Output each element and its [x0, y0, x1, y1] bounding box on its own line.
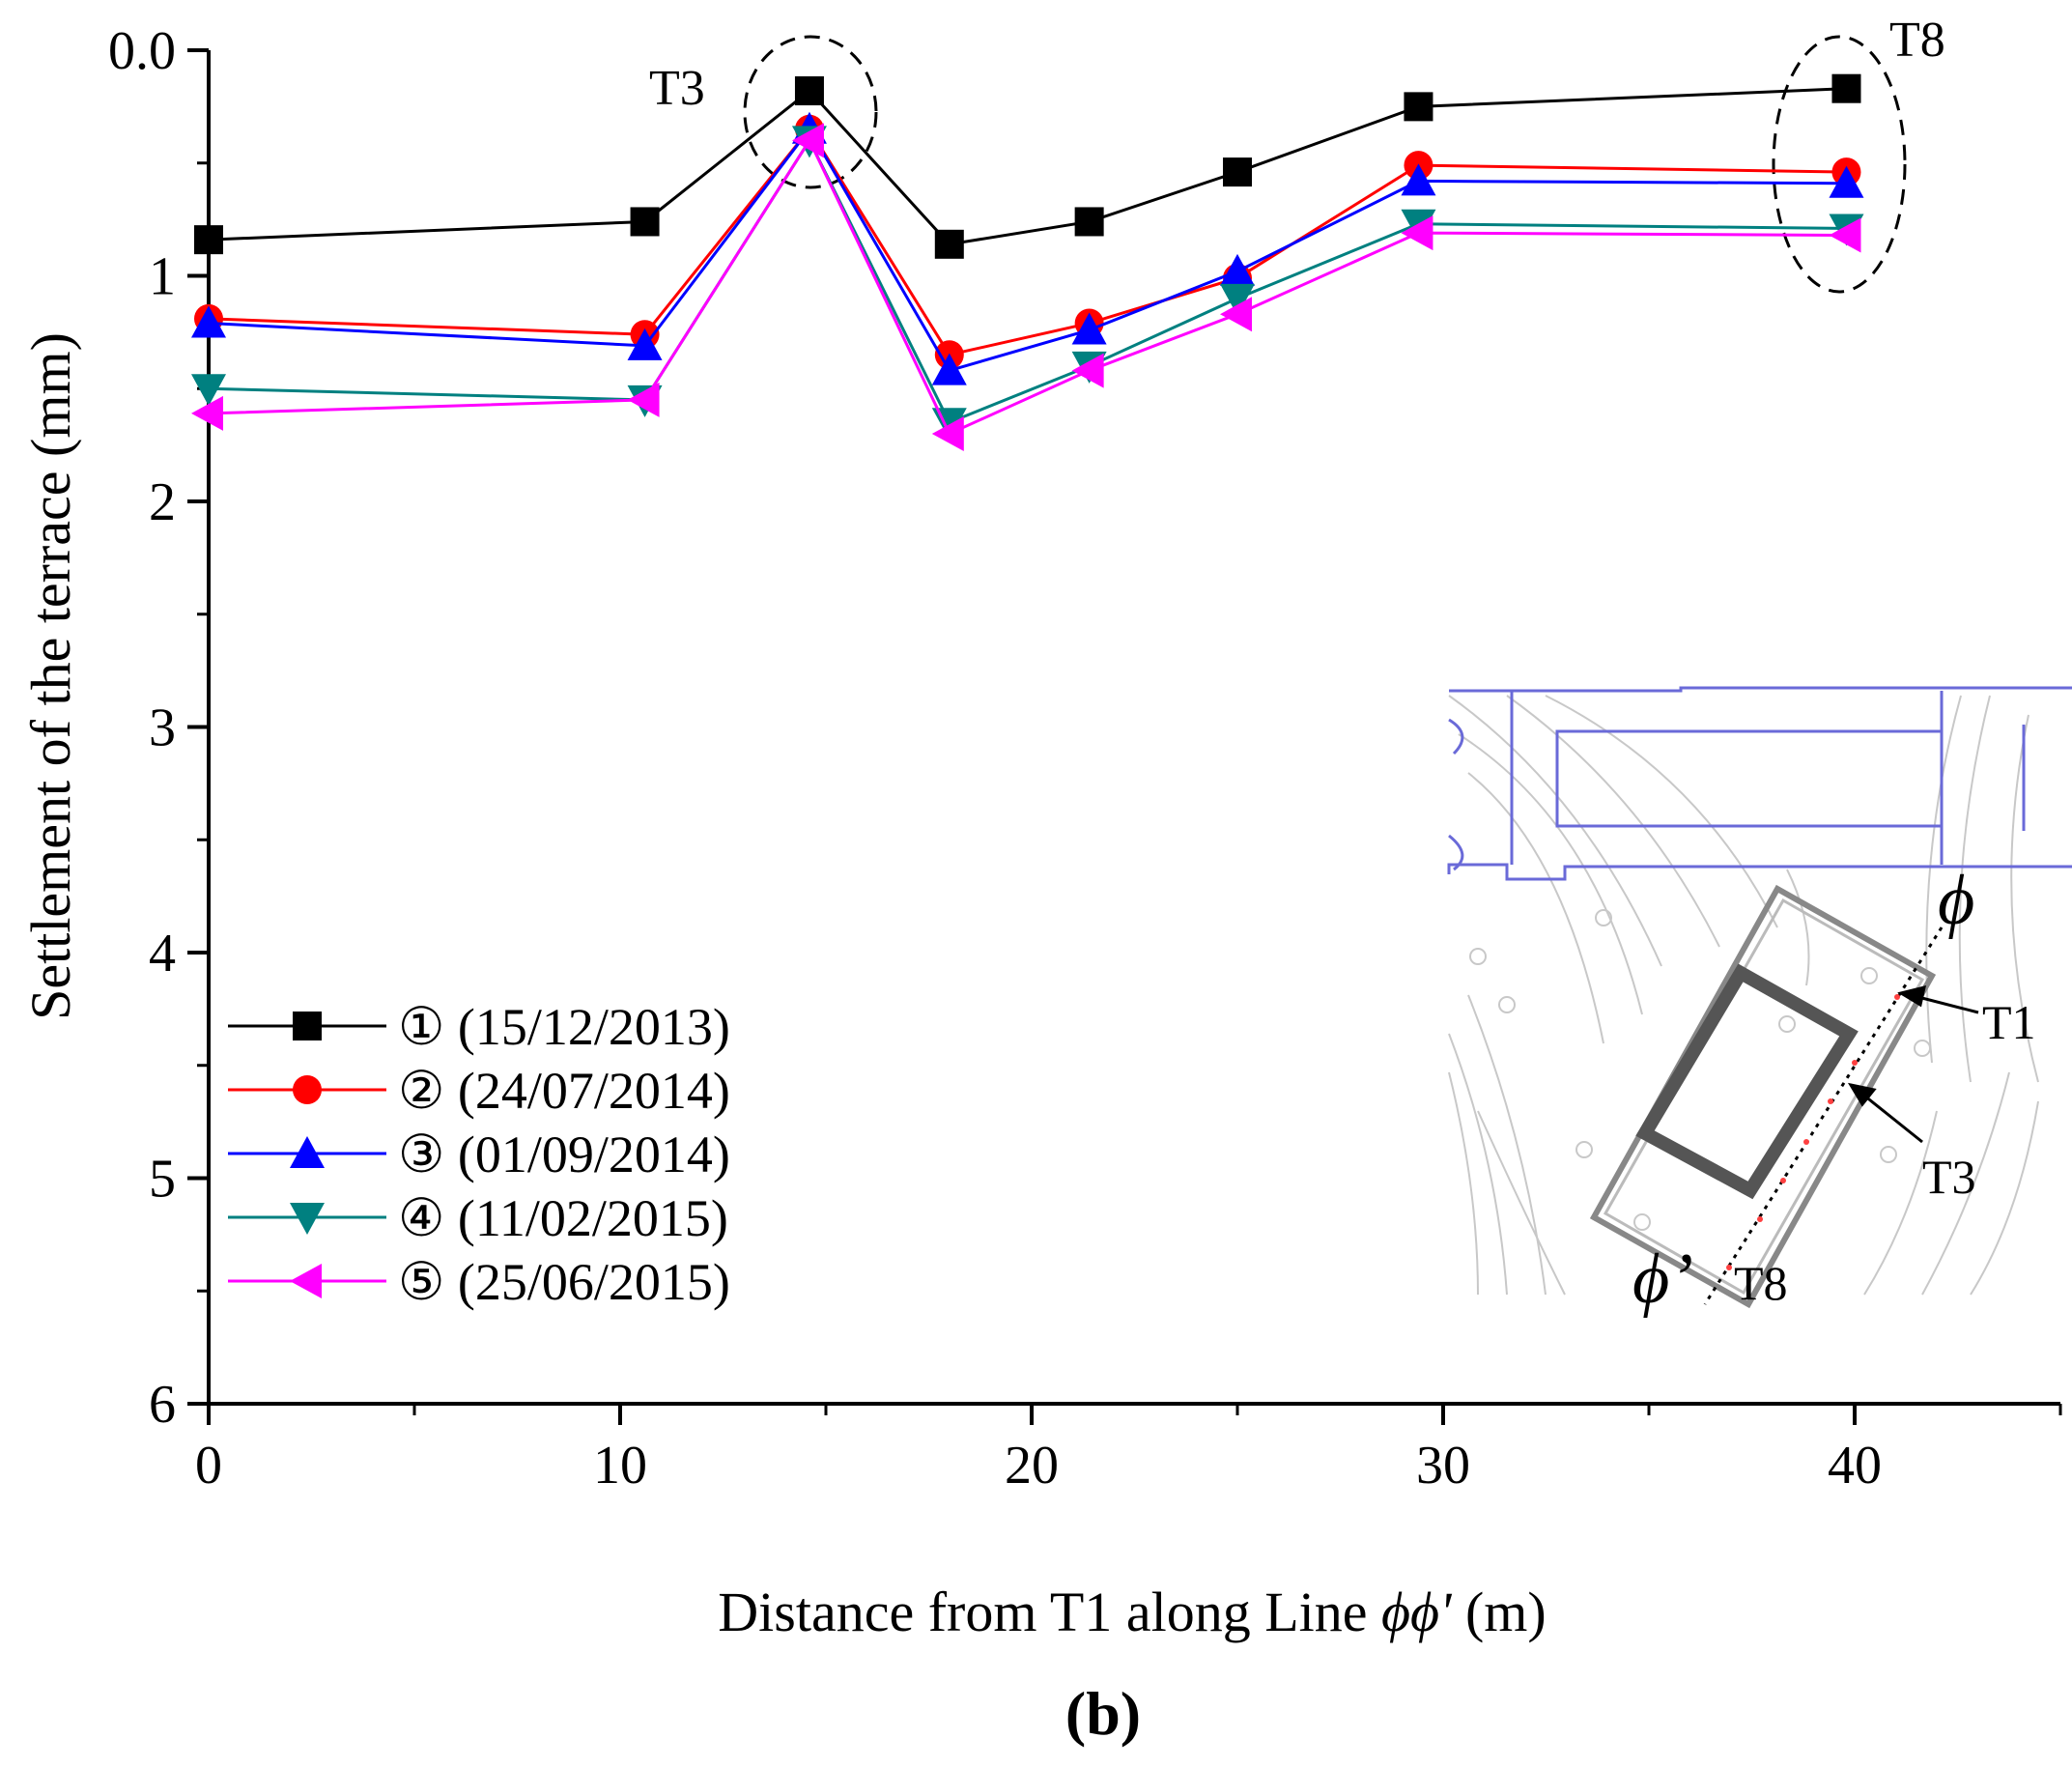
legend: ① (15/12/2013) ② (24/07/2014) ③ (01/09/201… [228, 998, 730, 1311]
y-tick-label-5: 5 [149, 1150, 176, 1210]
y-tick-label-4: 4 [149, 924, 176, 983]
legend-entry-4: ④ (11/02/2015) [228, 1189, 728, 1247]
series-5-point-8 [1829, 217, 1861, 253]
series-2-line [208, 127, 1847, 356]
legend-label-2: ② (24/07/2014) [398, 1062, 730, 1120]
series-5-point-4 [931, 415, 964, 451]
series-3-point-8 [1829, 165, 1864, 198]
inset-points [1726, 994, 1900, 1270]
series-1-point-4 [934, 229, 964, 259]
inset-terrace [1589, 884, 1937, 1309]
x-tick-label-10: 10 [593, 1436, 647, 1496]
series-layer [191, 73, 1864, 451]
series-3-point-6 [1220, 253, 1255, 286]
y-tick-label-1: 1 [149, 247, 176, 307]
x-tick-label-40: 40 [1828, 1436, 1882, 1496]
series-3-line [208, 127, 1847, 373]
annotation-t3: T3 [649, 61, 705, 116]
y-ticks: 0.0 1 2 3 4 5 6 [108, 21, 209, 1435]
legend-entry-2: ② (24/07/2014) [228, 1062, 730, 1120]
legend-label-1: ① (15/12/2013) [398, 998, 730, 1056]
series-2 [194, 114, 1861, 370]
legend-label-3: ③ (01/09/2014) [398, 1126, 730, 1183]
legend-entry-3: ③ (01/09/2014) [228, 1126, 730, 1183]
inset-phi-bottom: ϕ’ [1632, 1240, 1693, 1319]
legend-entry-5: ⑤ (25/06/2015) [228, 1253, 730, 1311]
series-5-point-7 [1401, 215, 1433, 251]
legend-marker-2 [293, 1075, 322, 1104]
series-1-point-7 [1404, 92, 1433, 122]
x-tick-label-20: 20 [1005, 1436, 1059, 1496]
x-tick-label-30: 30 [1416, 1436, 1470, 1496]
annotation-t8: T8 [1889, 13, 1945, 68]
series-3-point-1 [191, 305, 226, 338]
legend-marker-3 [290, 1136, 325, 1168]
series-1-point-3 [794, 76, 824, 106]
annotation-ellipses [743, 35, 1907, 294]
series-1-point-2 [630, 207, 660, 237]
x-axis-title-symbol: ϕϕ' [1381, 1581, 1453, 1643]
series-1-point-1 [194, 225, 223, 255]
series-1-line [208, 87, 1847, 246]
series-3-point-4 [931, 353, 967, 385]
series-4-point-1 [191, 374, 226, 407]
series-5-point-2 [627, 382, 660, 417]
y-tick-label-6: 6 [149, 1375, 176, 1435]
legend-label-5: ⑤ (25/06/2015) [398, 1253, 730, 1311]
inset-arrows [1847, 984, 1979, 1144]
t3-ellipse [743, 35, 878, 189]
y-axis-title: Settlement of the terrace (mm) [19, 332, 82, 1020]
legend-marker-1 [293, 1012, 322, 1040]
x-axis-title-suffix: (m) [1451, 1581, 1546, 1643]
legend-marker-5 [290, 1264, 322, 1298]
y-tick-label-3: 3 [149, 698, 176, 758]
inset-contours [1448, 695, 2039, 1296]
inset-label-t1: T1 [1982, 995, 2036, 1049]
inset-building-outline [1447, 686, 2072, 881]
inset-phi-line [1703, 926, 1944, 1305]
series-3-point-5 [1071, 312, 1107, 345]
inset-site-plan: ϕ ϕ’ T1 T3 T8 [1447, 686, 2072, 1319]
panel-label: (b) [1065, 1679, 1141, 1748]
series-3-point-7 [1401, 163, 1436, 196]
series-5-point-6 [1220, 297, 1252, 332]
x-axis-title-prefix: Distance from T1 along Line [718, 1581, 1381, 1643]
inset-phi-top: ϕ [1938, 861, 1974, 940]
series-4-point-6 [1220, 283, 1255, 316]
legend-label-4: ④ (11/02/2015) [398, 1189, 728, 1247]
legend-entry-1: ① (15/12/2013) [228, 998, 730, 1056]
x-axis-title: Distance from T1 along Line ϕϕ' (m) [718, 1581, 1546, 1643]
series-3 [191, 111, 1864, 385]
series-5-point-5 [1071, 353, 1104, 388]
series-5-line [208, 137, 1847, 436]
series-5-point-3 [791, 123, 824, 158]
inset-label-t8: T8 [1734, 1256, 1788, 1310]
inset-label-t3: T3 [1922, 1150, 1976, 1204]
series-1-point-6 [1223, 157, 1252, 187]
legend-marker-4 [290, 1203, 325, 1235]
series-1-point-5 [1074, 207, 1104, 237]
series-5-point-1 [191, 395, 223, 431]
series-3-point-2 [627, 328, 663, 360]
y-tick-label-2: 2 [149, 472, 176, 532]
y-tick-label-0: 0.0 [108, 21, 176, 81]
series-5 [191, 123, 1861, 451]
x-tick-label-0: 0 [195, 1436, 222, 1496]
series-1 [194, 73, 1861, 259]
series-1-point-8 [1831, 73, 1861, 103]
t8-ellipse [1772, 35, 1907, 294]
series-4 [191, 126, 1864, 441]
x-ticks: 0 10 20 30 40 [195, 1404, 2062, 1496]
